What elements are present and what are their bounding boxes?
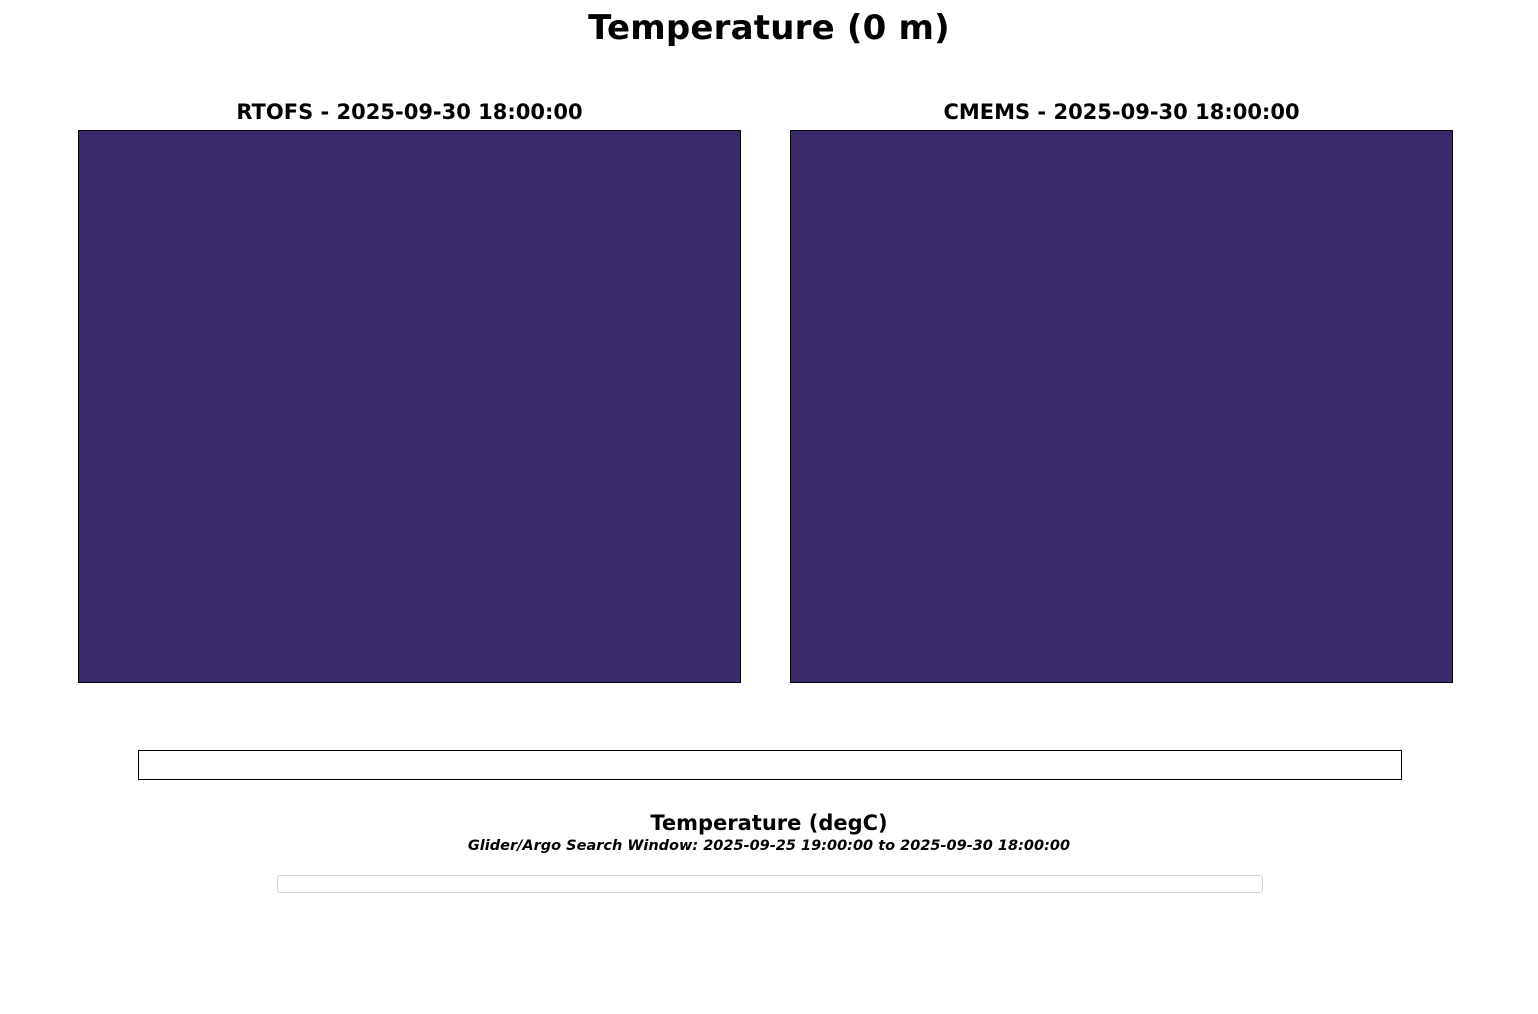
map-panel-cmems[interactable] [790, 130, 1453, 683]
colorbar [110, 750, 1430, 782]
panel-title-rtofs: RTOFS - 2025-09-30 18:00:00 [236, 100, 583, 124]
legend [277, 875, 1263, 893]
figure-title: Temperature (0 m) [588, 8, 950, 48]
colorbar-label: Temperature (degC) [650, 811, 888, 835]
map-panel-rtofs[interactable] [78, 130, 741, 683]
search-window-note: Glider/Argo Search Window: 2025-09-25 19… [467, 838, 1071, 854]
panel-title-cmems: CMEMS - 2025-09-30 18:00:00 [943, 100, 1300, 124]
